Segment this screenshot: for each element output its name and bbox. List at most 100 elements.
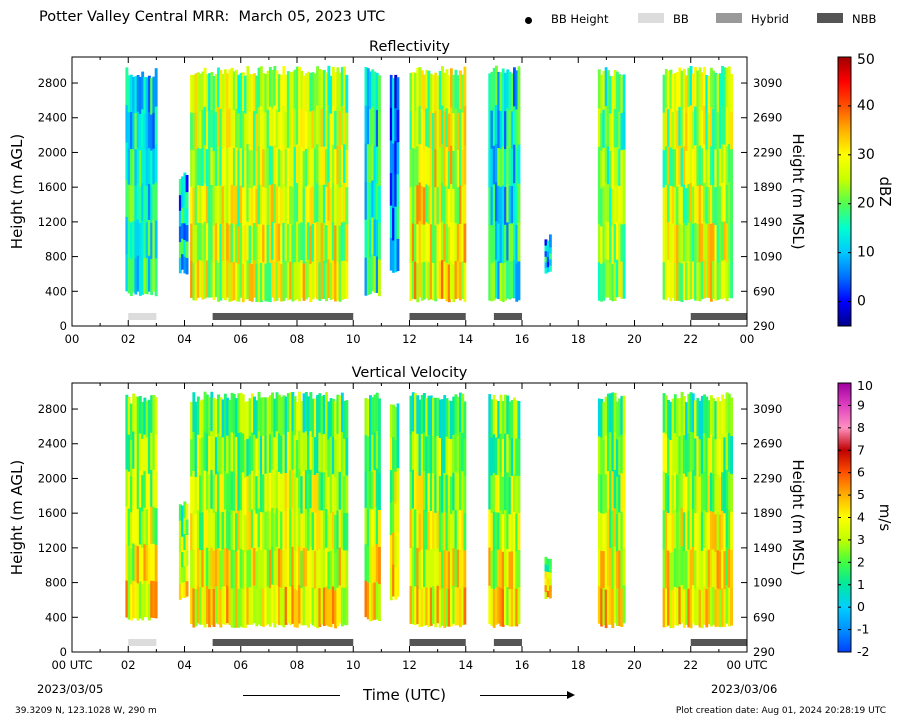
echo-cell <box>689 549 693 589</box>
echo-cell <box>232 71 236 110</box>
echo-cell <box>295 105 299 145</box>
echo-cell <box>203 509 207 550</box>
echo-cell <box>205 547 209 586</box>
echo-cell <box>259 183 263 224</box>
echo-cell <box>286 507 290 547</box>
echo-cell <box>454 394 458 434</box>
echo-cell <box>495 586 498 625</box>
echo-cell <box>709 587 713 627</box>
echo-cell <box>280 473 283 512</box>
echo-cell <box>291 71 295 111</box>
echo-cell <box>293 473 297 512</box>
echo-cell <box>132 580 136 619</box>
echo-cell <box>709 184 713 224</box>
echo-cell <box>307 259 310 298</box>
echo-cell <box>134 580 138 619</box>
echo-cell <box>463 401 467 440</box>
echo-cell <box>497 71 501 111</box>
echo-cell <box>311 147 315 187</box>
echo-cell <box>618 111 621 149</box>
echo-cell <box>228 400 232 438</box>
echo-cell <box>671 185 675 224</box>
echo-cell <box>691 584 695 624</box>
echo-cell <box>429 548 433 588</box>
echo-cell <box>463 549 467 588</box>
echo-cell <box>411 585 415 625</box>
echo-cell <box>178 225 182 243</box>
echo-cell <box>429 433 433 473</box>
x-tick-label: 22 <box>683 332 698 346</box>
echo-cell <box>154 106 158 145</box>
echo-cell <box>132 256 136 293</box>
echo-cell <box>700 223 704 262</box>
echo-cell <box>510 400 514 439</box>
echo-cell <box>696 70 700 110</box>
echo-cell <box>132 542 136 581</box>
echo-cell <box>375 543 379 582</box>
echo-cell <box>454 184 458 223</box>
echo-cell <box>418 67 422 106</box>
echo-cell <box>309 507 313 547</box>
echo-cell <box>490 399 494 438</box>
echo-cell <box>273 105 277 145</box>
echo-cell <box>246 549 250 588</box>
echo-cell <box>618 398 621 437</box>
echo-cell <box>259 549 263 588</box>
echo-cell <box>622 111 626 150</box>
echo-cell <box>185 175 189 193</box>
echo-cell <box>138 76 142 114</box>
echo-cell <box>219 588 223 628</box>
echo-cell <box>293 146 297 186</box>
echo-cell <box>201 549 205 588</box>
echo-cell <box>259 105 263 146</box>
echo-cell <box>143 185 147 222</box>
echo-cell <box>136 545 140 584</box>
echo-cell <box>183 189 187 207</box>
echo-cell <box>369 583 372 622</box>
echo-cell <box>664 146 668 186</box>
echo-cell <box>618 587 621 627</box>
echo-cell <box>396 435 400 469</box>
echo-cell <box>364 507 368 545</box>
echo-cell <box>689 392 693 432</box>
colorbar-tick-label: 20 <box>857 196 875 212</box>
echo-cell <box>282 222 286 263</box>
echo-cell <box>322 69 326 109</box>
echo-cell <box>714 262 718 301</box>
echo-cell <box>302 431 306 472</box>
echo-cell <box>429 587 433 626</box>
echo-cell <box>141 220 145 258</box>
echo-cell <box>709 433 713 473</box>
echo-cell <box>327 588 331 627</box>
echo-cell <box>725 392 729 432</box>
echo-cell <box>696 511 700 550</box>
echo-cell <box>219 512 223 551</box>
echo-cell <box>277 547 281 587</box>
echo-cell <box>143 543 147 581</box>
echo-cell <box>246 475 250 514</box>
echo-cell <box>221 73 225 112</box>
echo-cell <box>447 475 451 514</box>
echo-cell <box>676 71 679 111</box>
echo-cell <box>141 583 145 621</box>
echo-cell <box>286 185 290 225</box>
echo-cell <box>291 262 295 302</box>
echo-cell <box>420 433 424 473</box>
echo-cell <box>696 586 700 626</box>
echo-cell <box>394 471 398 504</box>
echo-cell <box>450 438 453 477</box>
echo-cell <box>138 149 142 187</box>
echo-cell <box>689 509 693 550</box>
echo-cell <box>293 549 297 589</box>
echo-cell <box>429 186 433 225</box>
echo-cell <box>253 509 256 548</box>
echo-cell <box>181 253 184 270</box>
echo-cell <box>459 185 462 224</box>
echo-cell <box>443 185 447 224</box>
echo-cell <box>425 145 429 185</box>
echo-cell <box>691 546 695 586</box>
echo-cell <box>716 473 720 513</box>
echo-cell <box>369 545 372 584</box>
echo-cell <box>730 397 733 436</box>
echo-cell <box>345 437 349 476</box>
